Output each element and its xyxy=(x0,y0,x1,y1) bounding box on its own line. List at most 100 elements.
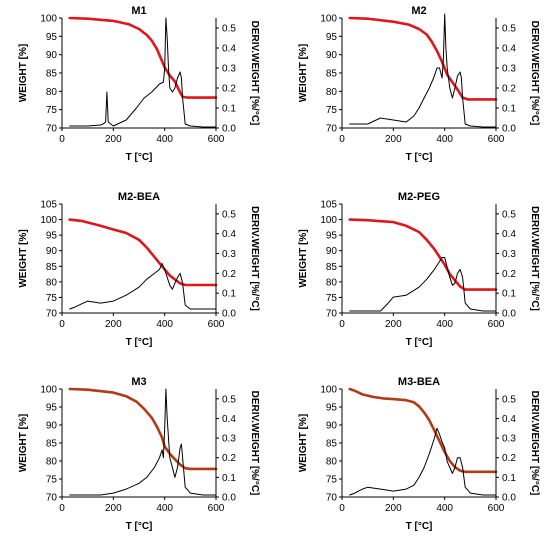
deriv-weight-line xyxy=(69,17,217,128)
deriv-weight-line xyxy=(349,427,497,496)
y2-tick-label: 0.5 xyxy=(502,394,516,405)
chart-panel-m2-peg: M2-PEG 0 200 400 600 70 75 80 85 90 95 100 105 0.0 0.1… xyxy=(298,191,540,348)
deriv-weight-line xyxy=(69,388,217,496)
y2-tick-label: 0.1 xyxy=(502,473,516,484)
x-tick-label: 600 xyxy=(488,319,505,330)
x-tick-label: 0 xyxy=(59,319,65,330)
chart-title: M1 xyxy=(131,5,146,17)
y-axis-label: WEIGHT [%] xyxy=(18,414,29,472)
y-tick-label: 75 xyxy=(326,293,338,304)
y2-tick-label: 0.2 xyxy=(222,84,236,95)
y-tick-label: 95 xyxy=(326,403,338,414)
y2-axis-label: DERIV.WEIGHT [%/°C] xyxy=(249,206,260,311)
y2-tick-label: 0.3 xyxy=(222,249,236,260)
y-tick-label: 85 xyxy=(326,262,338,273)
deriv-weight-line xyxy=(69,263,217,310)
x-axis-label: T [°C] xyxy=(406,521,433,532)
y-axis-label: WEIGHT [%] xyxy=(18,44,29,102)
y-tick-label: 80 xyxy=(326,87,338,98)
x-tick-label: 0 xyxy=(339,503,345,514)
y2-tick-label: 0.5 xyxy=(222,24,236,35)
y2-tick-label: 0.2 xyxy=(502,453,516,464)
y-tick-label: 75 xyxy=(46,293,58,304)
y2-tick-label: 0.4 xyxy=(502,229,516,240)
y-tick-label: 95 xyxy=(46,231,58,242)
y2-tick-label: 0.0 xyxy=(222,493,236,504)
y2-tick-label: 0.4 xyxy=(222,414,236,425)
y2-tick-label: 0.3 xyxy=(502,249,516,260)
y2-axis-label: DERIV.WEIGHT [%/°C] xyxy=(529,391,540,496)
y-tick-label: 70 xyxy=(326,493,338,504)
weight-line xyxy=(68,218,218,287)
chart-panel-m1: M1 0 200 400 600 70 75 80 85 90 95 100 0.0 0.1 0.2 0.3 0… xyxy=(18,5,260,163)
x-axis-label: T [°C] xyxy=(126,337,153,348)
x-tick-label: 600 xyxy=(208,134,225,145)
chart-title: M2-PEG xyxy=(398,191,440,203)
y-axis-label: WEIGHT [%] xyxy=(298,44,309,102)
x-tick-label: 400 xyxy=(436,503,453,514)
y-tick-label: 85 xyxy=(326,69,338,80)
y-axis-label: WEIGHT [%] xyxy=(18,229,29,287)
x-tick-label: 200 xyxy=(385,503,402,514)
chart-panel-m3: M3 0 200 400 600 70 75 80 85 90 95 100 0.0 0.1 0.2 0.3 0… xyxy=(18,376,260,532)
x-tick-label: 200 xyxy=(385,134,402,145)
y-tick-label: 100 xyxy=(40,215,57,226)
x-tick-label: 400 xyxy=(436,134,453,145)
x-axis-label: T [°C] xyxy=(126,521,153,532)
x-tick-label: 600 xyxy=(488,134,505,145)
y2-tick-label: 0.2 xyxy=(222,453,236,464)
y2-tick-label: 0.0 xyxy=(502,309,516,320)
y-tick-label: 70 xyxy=(326,309,338,320)
y-tick-label: 70 xyxy=(46,493,58,504)
chart-panel-m2: M2 0 200 400 600 70 75 80 85 90 95 100 0.0 0.1 0.2 0.3 0… xyxy=(298,5,540,163)
y-tick-label: 95 xyxy=(46,32,58,43)
y2-tick-label: 0.0 xyxy=(222,124,236,135)
y2-tick-label: 0.4 xyxy=(502,44,516,55)
x-tick-label: 0 xyxy=(59,134,65,145)
weight-line xyxy=(68,387,218,471)
deriv-weight-line xyxy=(349,257,497,312)
y2-tick-label: 0.0 xyxy=(222,309,236,320)
y-tick-label: 100 xyxy=(40,385,57,396)
y2-tick-label: 0.2 xyxy=(222,269,236,280)
y2-tick-label: 0.4 xyxy=(502,414,516,425)
x-axis-label: T [°C] xyxy=(406,152,433,163)
x-tick-label: 0 xyxy=(339,134,345,145)
y2-tick-label: 0.1 xyxy=(502,289,516,300)
y-tick-label: 75 xyxy=(326,475,338,486)
x-axis-label: T [°C] xyxy=(406,337,433,348)
y2-tick-label: 0.1 xyxy=(222,289,236,300)
y-tick-label: 70 xyxy=(46,124,58,135)
y2-tick-label: 0.0 xyxy=(502,493,516,504)
y2-tick-label: 0.5 xyxy=(502,209,516,220)
x-tick-label: 400 xyxy=(156,134,173,145)
y-tick-label: 70 xyxy=(46,309,58,320)
chart-title: M2-BEA xyxy=(118,191,160,203)
y2-tick-label: 0.0 xyxy=(502,124,516,135)
x-tick-label: 400 xyxy=(156,503,173,514)
x-tick-label: 600 xyxy=(488,503,505,514)
y-tick-label: 75 xyxy=(326,105,338,116)
x-tick-label: 200 xyxy=(385,319,402,330)
y-tick-label: 85 xyxy=(46,439,58,450)
x-tick-label: 0 xyxy=(59,503,65,514)
y-tick-label: 100 xyxy=(320,215,337,226)
y2-tick-label: 0.2 xyxy=(502,84,516,95)
y2-axis-label: DERIV.WEIGHT [%/°C] xyxy=(249,391,260,496)
y-tick-label: 90 xyxy=(326,50,338,61)
y2-axis-label: DERIV.WEIGHT [%/°C] xyxy=(529,206,540,311)
y-axis-label: WEIGHT [%] xyxy=(298,229,309,287)
y-tick-label: 105 xyxy=(320,200,337,211)
y2-tick-label: 0.5 xyxy=(502,24,516,35)
x-tick-label: 200 xyxy=(105,134,122,145)
weight-line xyxy=(348,16,498,101)
y2-tick-label: 0.4 xyxy=(222,44,236,55)
y-tick-label: 80 xyxy=(46,277,58,288)
y-tick-label: 75 xyxy=(46,105,58,116)
y2-tick-label: 0.3 xyxy=(222,64,236,75)
x-tick-label: 600 xyxy=(208,503,225,514)
weight-line xyxy=(348,218,498,291)
y-tick-label: 80 xyxy=(326,457,338,468)
y2-tick-label: 0.5 xyxy=(222,394,236,405)
